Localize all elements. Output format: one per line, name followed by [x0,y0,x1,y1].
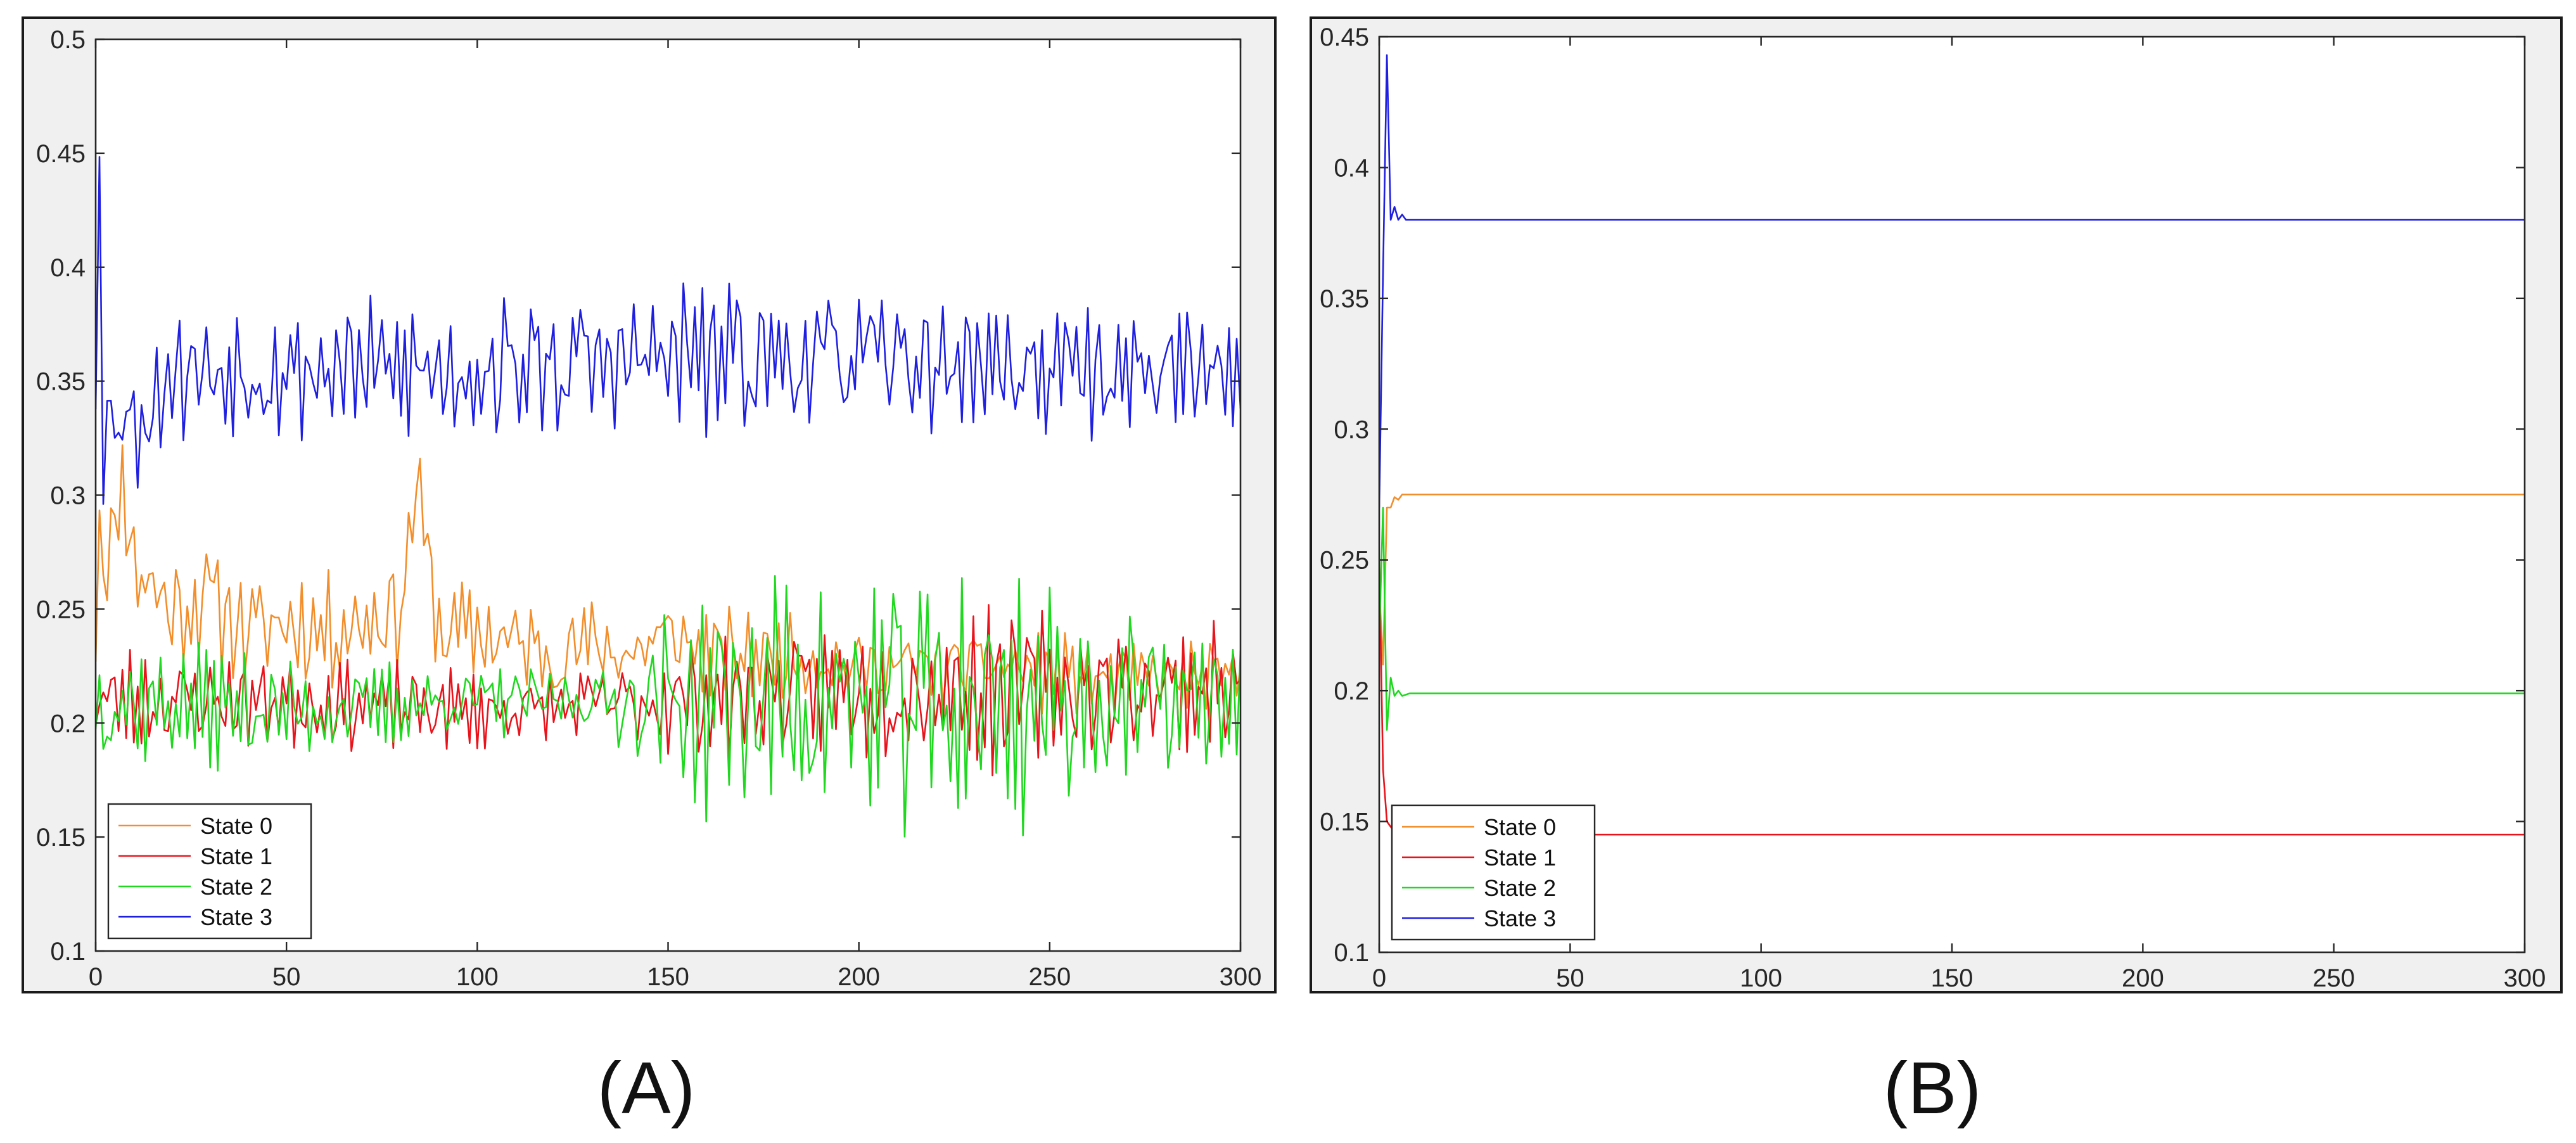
y-tick-label: 0.25 [36,596,86,623]
x-tick-label: 50 [272,963,301,991]
y-tick-label: 0.4 [50,254,86,282]
series-group [96,156,1240,838]
x-tick-label: 150 [647,963,689,991]
line-chart-b: 0 50 100 150 200 250 300 0.1 0.15 0.2 0.25 0.3 0.35 0… [1320,23,2546,991]
panel-label-a: (A) [597,1047,696,1129]
plot-area [96,39,1240,951]
y-tick-label: 0.45 [1320,23,1369,51]
series-line-state-1 [96,604,1240,777]
y-tick-label: 0.35 [1320,285,1369,313]
legend-label: State 1 [1484,845,1556,871]
panel-label-b: (B) [1883,1047,1982,1129]
x-tick-label: 100 [1740,964,1782,991]
x-tick-label: 0 [89,963,103,991]
y-tick-label: 0.4 [1334,154,1369,182]
x-tick-label: 50 [1556,964,1584,991]
legend: State 0 State 1 State 2 State 3 [107,803,312,940]
x-tick-label: 200 [2122,964,2164,991]
y-tick-label: 0.3 [50,482,86,510]
y-tick-label: 0.1 [1334,939,1369,967]
line-chart-a: 0 50 100 150 200 250 300 0.1 0.15 0.2 0.25 0.3 0.35 0… [36,26,1262,991]
legend-label: State 0 [200,813,272,839]
x-tick-label: 300 [2504,964,2546,991]
y-tick-label: 0.5 [50,26,86,54]
y-tick-label: 0.3 [1334,416,1369,444]
x-tick-label: 250 [1028,963,1071,991]
legend-label: State 3 [1484,905,1556,931]
series-line-state-2 [1379,506,2525,731]
chart-panel-b: 0 50 100 150 200 250 300 0.1 0.15 0.2 0.25 0.3 0.35 0… [1310,16,2563,993]
series-line-state-3 [1379,54,2525,508]
x-tick-label: 250 [2312,964,2355,991]
legend-label: State 0 [1484,814,1556,840]
chart-panel-a: 0 50 100 150 200 250 300 0.1 0.15 0.2 0.25 0.3 0.35 0… [22,16,1277,993]
legend: State 0 State 1 State 2 State 3 [1391,804,1596,941]
y-tick-label: 0.1 [50,938,86,966]
x-tick-label: 100 [456,963,499,991]
y-tick-label: 0.15 [36,824,86,852]
series-line-state-2 [96,575,1240,838]
y-tick-label: 0.15 [1320,808,1369,836]
series-line-state-3 [96,156,1240,505]
y-tick-label: 0.35 [36,368,86,396]
x-tick-label: 150 [1931,964,1973,991]
legend-label: State 2 [200,874,272,900]
y-tick-label: 0.2 [50,710,86,738]
legend-label: State 2 [1484,875,1556,901]
x-tick-label: 0 [1372,964,1386,991]
legend-label: State 1 [200,843,272,869]
y-tick-label: 0.25 [1320,547,1369,575]
x-tick-label: 200 [838,963,880,991]
legend-box [107,803,312,940]
y-tick-label: 0.2 [1334,677,1369,705]
legend-box [1391,804,1596,941]
y-tick-label: 0.45 [36,140,86,168]
legend-label: State 3 [200,904,272,930]
x-tick-label: 300 [1220,963,1262,991]
